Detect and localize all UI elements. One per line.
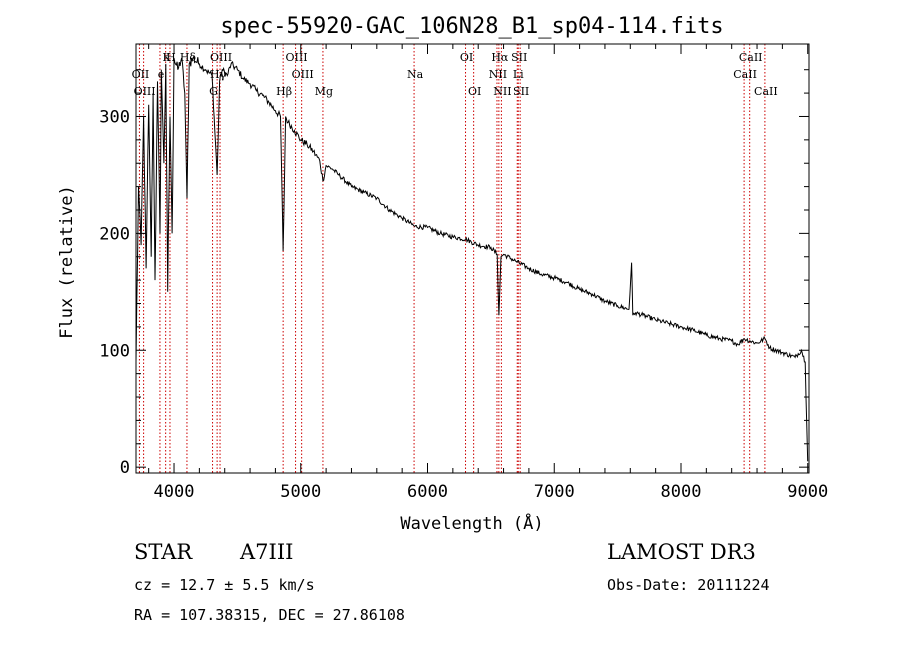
spectral-line-label: OI <box>468 85 481 98</box>
plot-frame <box>135 43 810 474</box>
spectral-line-label: OIII <box>210 51 232 64</box>
spectral-line-label: SII <box>513 85 529 98</box>
spectral-lines <box>138 44 766 473</box>
flux-curve-group <box>135 54 809 462</box>
x-tick-label: 8000 <box>661 482 702 502</box>
x-tick-label: 9000 <box>787 482 828 502</box>
y-axis-label: Flux (relative) <box>57 185 77 339</box>
object-subclass: A7III <box>239 540 293 564</box>
redshift-text: cz = 12.7 ± 5.5 km/s <box>134 576 315 594</box>
spectral-line-label: H <box>166 51 176 64</box>
spectral-line-label: NII <box>489 68 507 81</box>
spectral-line-label: CaII <box>739 51 763 64</box>
obs-date: Obs-Date: 20111224 <box>607 576 770 594</box>
coordinates-text: RA = 107.38315, DEC = 27.86108 <box>134 606 405 624</box>
survey-name: LAMOST DR3 <box>607 540 756 564</box>
y-tick-label: 0 <box>120 458 130 478</box>
x-tick-label: 4000 <box>154 482 195 502</box>
y-tick-label: 100 <box>99 341 130 361</box>
y-tick-label: 200 <box>99 224 130 244</box>
spectral-line-label: OIII <box>134 85 156 98</box>
chart-title: spec-55920-GAC_106N28_B1_sp04-114.fits <box>220 14 723 39</box>
spectral-line-label: Hγ <box>210 68 227 81</box>
spectral-line-label: OI <box>460 51 473 64</box>
y-tick-label: 300 <box>99 107 130 127</box>
spectral-line-label: CaII <box>733 68 757 81</box>
spectral-line-label: G <box>209 85 218 98</box>
x-axis-label: Wavelength (Å) <box>400 512 543 534</box>
spectral-line-label: Na <box>407 68 424 81</box>
spectral-line-label: Hα <box>491 51 509 64</box>
spectral-line-label: OIII <box>292 68 314 81</box>
spectral-line-label: CaII <box>754 85 778 98</box>
flux-curve <box>135 54 809 462</box>
x-tick-label: 5000 <box>280 482 321 502</box>
axis-ticks: 4000 5000 6000 7000 8000 9000 0 100 200 300 <box>99 44 828 502</box>
spectral-line-label: Hβ <box>276 85 292 98</box>
spectral-line-label: SII <box>511 51 527 64</box>
spectral-line-label: Li <box>513 68 524 81</box>
x-tick-label: 6000 <box>407 482 448 502</box>
x-tick-label: 7000 <box>534 482 575 502</box>
spectral-line-label: Mg <box>315 85 333 98</box>
spectral-line-label: NII <box>493 85 511 98</box>
object-class: STAR <box>134 540 193 564</box>
spectral-line-label: K <box>163 51 172 64</box>
spectral-line-label: OIII <box>286 51 308 64</box>
